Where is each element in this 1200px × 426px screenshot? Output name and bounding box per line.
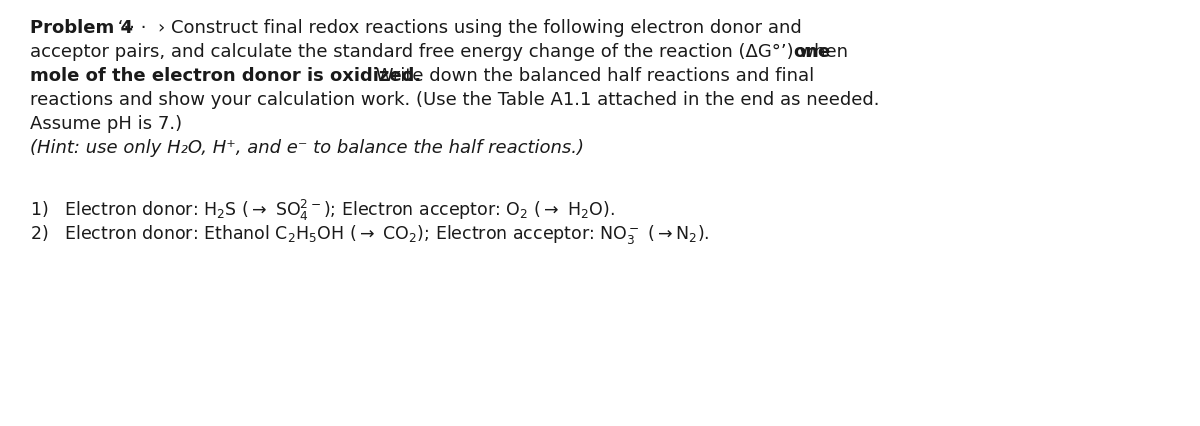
Text: 1)   Electron donor: $\mathregular{H_2S}$ ($\rightarrow$ $\mathregular{SO_4^{2-}: 1) Electron donor: $\mathregular{H_2S}$ …: [30, 197, 614, 222]
Text: reactions and show your calculation work. (Use the Table A1.1 attached in the en: reactions and show your calculation work…: [30, 91, 880, 109]
Text: Problem 4: Problem 4: [30, 19, 133, 37]
Text: Assume pH is 7.): Assume pH is 7.): [30, 115, 182, 133]
Text: 2)   Electron donor: Ethanol $\mathregular{C_2H_5OH}$ ($\rightarrow$ $\mathregul: 2) Electron donor: Ethanol $\mathregular…: [30, 222, 709, 245]
Text: Write down the balanced half reactions and final: Write down the balanced half reactions a…: [370, 67, 815, 85]
Text: (Hint: use only H₂O, H⁺, and e⁻ to balance the half reactions.): (Hint: use only H₂O, H⁺, and e⁻ to balan…: [30, 139, 584, 157]
Text: one: one: [793, 43, 830, 61]
Text: mole of the electron donor is oxidized.: mole of the electron donor is oxidized.: [30, 67, 421, 85]
Text: ‘·· ·  › Construct final redox reactions using the following electron donor and: ‘·· · › Construct final redox reactions …: [112, 19, 802, 37]
Text: acceptor pairs, and calculate the standard free energy change of the reaction (Δ: acceptor pairs, and calculate the standa…: [30, 43, 853, 61]
